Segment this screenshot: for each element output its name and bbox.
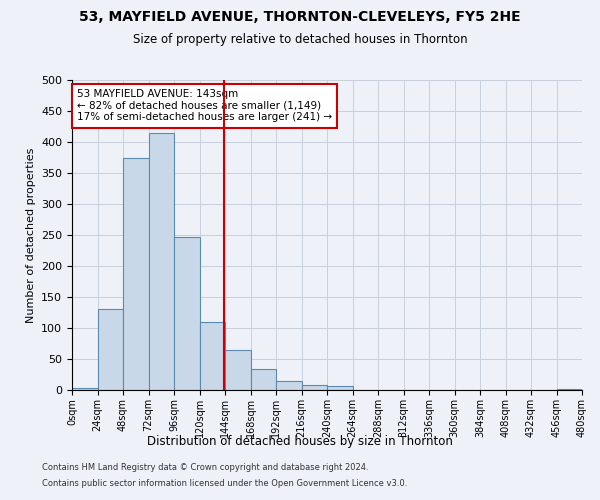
Bar	[97, 310, 123, 390]
Bar	[199, 322, 225, 390]
Bar	[123, 158, 149, 390]
Text: 53 MAYFIELD AVENUE: 143sqm
← 82% of detached houses are smaller (1,149)
17% of s: 53 MAYFIELD AVENUE: 143sqm ← 82% of deta…	[77, 90, 332, 122]
Bar	[557, 389, 582, 390]
Bar	[149, 132, 174, 390]
Text: Contains public sector information licensed under the Open Government Licence v3: Contains public sector information licen…	[42, 478, 407, 488]
Bar	[302, 385, 327, 390]
Text: 53, MAYFIELD AVENUE, THORNTON-CLEVELEYS, FY5 2HE: 53, MAYFIELD AVENUE, THORNTON-CLEVELEYS,…	[79, 10, 521, 24]
Bar	[327, 386, 353, 390]
Bar	[174, 237, 199, 390]
Y-axis label: Number of detached properties: Number of detached properties	[26, 148, 35, 322]
Bar	[276, 382, 302, 390]
Text: Contains HM Land Registry data © Crown copyright and database right 2024.: Contains HM Land Registry data © Crown c…	[42, 464, 368, 472]
Text: Distribution of detached houses by size in Thornton: Distribution of detached houses by size …	[147, 435, 453, 448]
Bar	[251, 369, 276, 390]
Bar	[225, 350, 251, 390]
Text: Size of property relative to detached houses in Thornton: Size of property relative to detached ho…	[133, 32, 467, 46]
Bar	[72, 388, 97, 390]
